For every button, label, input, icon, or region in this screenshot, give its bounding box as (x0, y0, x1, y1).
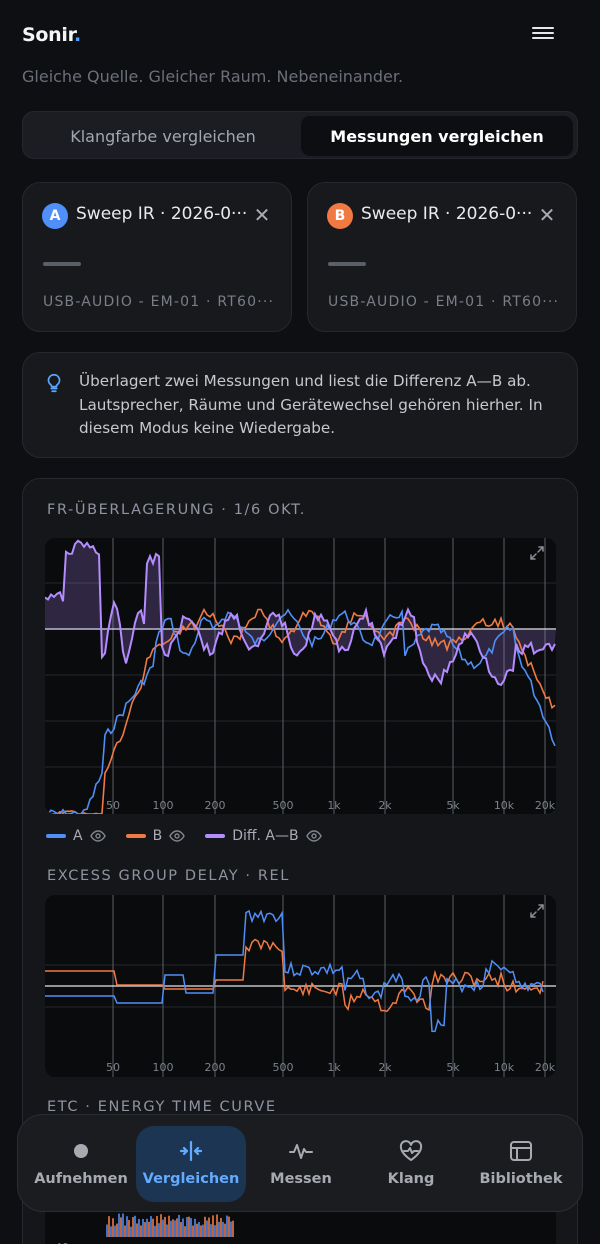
etc-tick-label: -40 (51, 1241, 69, 1244)
legend-diff-swatch (205, 834, 226, 838)
etc-section-label: ETC · ENERGY TIME CURVE (47, 1099, 277, 1115)
measurement-a-title: Sweep IR · 2026-0··· (76, 204, 248, 224)
freq-tick-label: 200 (205, 799, 226, 812)
freq-tick-label: 1k (327, 1061, 341, 1074)
freq-tick-label: 500 (273, 1061, 294, 1074)
measurement-b-title: Sweep IR · 2026-0··· (361, 204, 533, 224)
legend-b-swatch (125, 834, 146, 838)
series-a-line (45, 608, 556, 814)
tab-vergleichen[interactable]: Vergleichen (136, 1126, 246, 1202)
segment-messungen[interactable]: Messungen vergleichen (301, 116, 573, 156)
eye-icon[interactable] (89, 830, 106, 842)
compare-icon (179, 1140, 203, 1162)
info-card: Überlagert zwei Messungen und liest die … (22, 352, 578, 458)
gd-section-label: EXCESS GROUP DELAY · REL (47, 868, 290, 884)
expand-gd-icon[interactable] (529, 903, 545, 919)
tab-klang-label: Klang (387, 1171, 435, 1187)
hamburger-menu-icon[interactable] (530, 24, 558, 46)
remove-measurement-a-close-icon[interactable]: ✕ (253, 203, 271, 227)
measurement-b-device: USB-AUDIO - EM-01 · RT60··· (328, 294, 560, 310)
tab-bibliothek-label: Bibliothek (479, 1171, 563, 1187)
brand-logo[interactable]: Sonir. (22, 24, 81, 46)
freq-tick-label: 2k (378, 1061, 392, 1074)
measurement-a-device: USB-AUDIO - EM-01 · RT60··· (43, 294, 275, 310)
fr-legend: A B Diff. A—B (46, 826, 342, 846)
segment-klangfarbe[interactable]: Klangfarbe vergleichen (70, 126, 256, 146)
legend-item-diff[interactable]: Diff. A—B (205, 828, 322, 844)
freq-tick-label: 200 (205, 1061, 226, 1074)
remove-measurement-b-close-icon[interactable]: ✕ (538, 203, 556, 227)
tab-aufnehmen[interactable]: Aufnehmen (26, 1126, 136, 1202)
app-header: Sonir. (0, 0, 600, 70)
legend-item-b[interactable]: B (125, 828, 186, 844)
legend-a-swatch (46, 834, 66, 838)
freq-tick-label: 20k (535, 799, 556, 812)
tab-bibliothek[interactable]: Bibliothek (466, 1126, 576, 1202)
measurement-a-badge: A (42, 203, 68, 229)
freq-tick-label: 1k (327, 799, 341, 812)
measurement-card-b[interactable]: B Sweep IR · 2026-0··· ✕ USB-AUDIO - EM-… (307, 182, 577, 332)
series-diff-line (45, 539, 556, 687)
heart-pulse-icon (399, 1140, 423, 1161)
record-dot-icon (74, 1144, 88, 1158)
tab-messen[interactable]: Messen (246, 1126, 356, 1202)
lightbulb-icon (47, 373, 61, 393)
bottom-tab-bar: Aufnehmen Vergleichen Messen Klang Bibli… (17, 1114, 583, 1212)
tab-klang[interactable]: Klang (356, 1126, 466, 1202)
freq-tick-label: 100 (153, 1061, 174, 1074)
freq-tick-label: 100 (153, 799, 174, 812)
fr-overlay-plot[interactable]: 50 100 200 500 1k 2k 5k 10k 20k (45, 538, 556, 814)
measurement-a-value-placeholder (43, 262, 81, 266)
legend-item-a[interactable]: A (46, 828, 106, 844)
measurement-card-a[interactable]: A Sweep IR · 2026-0··· ✕ USB-AUDIO - EM-… (22, 182, 292, 332)
eye-icon[interactable] (305, 830, 322, 842)
eye-icon[interactable] (169, 830, 185, 842)
measurement-b-badge: B (327, 203, 353, 229)
freq-tick-label: 5k (446, 799, 460, 812)
measurement-b-value-placeholder (328, 262, 366, 266)
gd-series-a-line (45, 909, 544, 1033)
diff-area (45, 540, 556, 685)
legend-a-label: A (73, 828, 83, 844)
series-b-line (45, 607, 556, 814)
legend-b-label: B (152, 828, 163, 844)
gd-series-b-line (45, 938, 544, 1013)
tab-aufnehmen-label: Aufnehmen (34, 1171, 128, 1187)
info-text: Überlagert zwei Messungen und liest die … (79, 372, 543, 438)
freq-tick-label: 20k (535, 1061, 556, 1074)
freq-tick-label: 2k (378, 799, 392, 812)
freq-tick-label: 10k (494, 799, 515, 812)
expand-fr-icon[interactable] (529, 545, 545, 561)
tab-vergleichen-label: Vergleichen (142, 1171, 240, 1187)
freq-tick-label: 5k (446, 1061, 460, 1074)
fr-section-label: FR-ÜBERLAGERUNG · 1/6 OKT. (47, 502, 307, 518)
legend-diff-label: Diff. A—B (232, 828, 299, 844)
library-icon (510, 1141, 532, 1161)
freq-tick-label: 500 (273, 799, 294, 812)
freq-tick-label: 10k (494, 1061, 515, 1074)
mode-segmented-control: Klangfarbe vergleichen Messungen verglei… (22, 111, 578, 159)
page-subtitle: Gleiche Quelle. Gleicher Raum. Nebeneina… (22, 67, 404, 86)
tab-messen-label: Messen (270, 1171, 332, 1187)
freq-tick-label: 50 (106, 1061, 120, 1074)
group-delay-plot[interactable]: 50 100 200 500 1k 2k 5k 10k 20k (45, 895, 556, 1077)
freq-tick-label: 50 (106, 799, 120, 812)
waveform-icon (289, 1144, 313, 1159)
